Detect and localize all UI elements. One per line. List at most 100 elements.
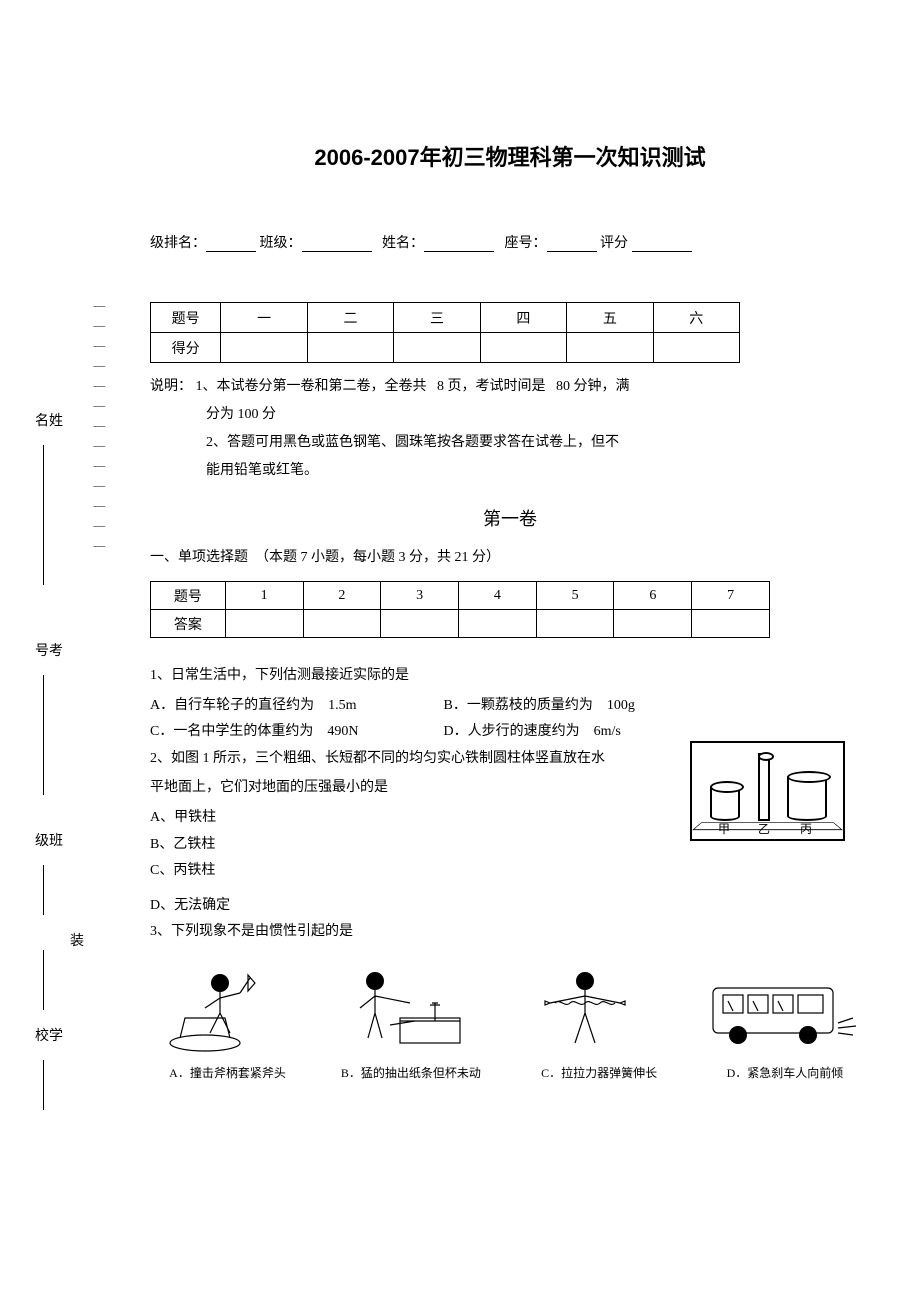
answer-cell[interactable] xyxy=(614,610,692,638)
margin-school-label: 校学 xyxy=(35,1025,63,1045)
score-blank[interactable] xyxy=(632,236,692,252)
score-col: 五 xyxy=(567,303,653,333)
q3-image-d xyxy=(695,961,865,1056)
rank-blank[interactable] xyxy=(206,236,256,252)
q1-optB: B．一颗荔枝的质量约为 100g xyxy=(444,693,635,720)
score-col: 四 xyxy=(480,303,566,333)
q1-optD: D．人步行的速度约为 6m/s xyxy=(444,719,621,746)
instr-1a: 1、本试卷分第一卷和第二卷，全卷共 xyxy=(196,379,427,394)
table-row: 题号 1 2 3 4 5 6 7 xyxy=(151,582,770,610)
instr-2b: 能用铅笔或红笔。 xyxy=(150,457,870,485)
answer-cell[interactable] xyxy=(458,610,536,638)
answer-col: 3 xyxy=(381,582,459,610)
q3-capB: B．猛的抽出纸条但杯未动 xyxy=(328,1064,493,1081)
q3-image-b xyxy=(335,961,475,1056)
answer-col: 6 xyxy=(614,582,692,610)
seat-blank[interactable] xyxy=(547,236,597,252)
answer-row-label: 答案 xyxy=(151,610,226,638)
score-cell[interactable] xyxy=(221,333,307,363)
cyl-label-a: 甲 xyxy=(718,820,730,837)
instr-1d: 分为 100 分 xyxy=(150,401,870,429)
score-col: 六 xyxy=(653,303,739,333)
cylinder-a-icon xyxy=(710,783,740,821)
dash-marks: ｜｜｜｜｜｜｜｜｜｜｜｜｜ xyxy=(90,300,107,560)
margin-binding-label: 装 xyxy=(70,930,84,950)
section1-title: 一、单项选择题 （本题 7 小题，每小题 3 分，共 21 分） xyxy=(150,546,870,566)
score-cell[interactable] xyxy=(567,333,653,363)
spring-sketch-icon xyxy=(520,963,650,1053)
q3-capD: D．紧急刹车人向前倾 xyxy=(705,1064,865,1081)
margin-line-3 xyxy=(43,865,44,915)
answer-cell[interactable] xyxy=(303,610,381,638)
paper-cup-sketch-icon xyxy=(340,963,470,1053)
instr-prefix: 说明： xyxy=(150,379,192,394)
cyl-label-b: 乙 xyxy=(758,820,770,837)
table-row: 题号 一 二 三 四 五 六 xyxy=(151,303,740,333)
q2-optD: D、无法确定 xyxy=(150,893,870,920)
class-blank[interactable] xyxy=(302,236,372,252)
table-row: 得分 xyxy=(151,333,740,363)
score-cell[interactable] xyxy=(480,333,566,363)
score-cell[interactable] xyxy=(653,333,739,363)
q1-optC: C．一名中学生的体重约为 490N xyxy=(150,719,440,746)
answer-col: 1 xyxy=(225,582,303,610)
volume-title: 第一卷 xyxy=(150,505,870,531)
main-content: 2006-2007年初三物理科第一次知识测试 级排名： 班级： 姓名： 座号： … xyxy=(150,140,870,1081)
q3-images-row xyxy=(150,961,870,1056)
margin-name-label: 名姓 xyxy=(35,410,63,430)
exam-title: 2006-2007年初三物理科第一次知识测试 xyxy=(150,140,870,172)
cylinder-c-icon xyxy=(787,773,827,821)
q2-figure: 甲 乙 丙 xyxy=(690,741,845,841)
score-cell[interactable] xyxy=(307,333,393,363)
q3-captions-row: A．撞击斧柄套紧斧头 B．猛的抽出纸条但杯未动 C．拉拉力器弹簧伸长 D．紧急刹… xyxy=(150,1064,870,1081)
q3-capC: C．拉拉力器弹簧伸长 xyxy=(522,1064,677,1081)
score-cell[interactable] xyxy=(394,333,480,363)
margin-line-5 xyxy=(43,1060,44,1110)
rank-label: 级排名： xyxy=(150,236,206,251)
instr-1b: 8 页，考试时间是 xyxy=(437,379,546,394)
margin-line-4 xyxy=(43,950,44,1010)
q3-image-a xyxy=(155,961,295,1056)
cylinder-b-icon xyxy=(758,753,770,821)
score-col: 二 xyxy=(307,303,393,333)
answer-cell[interactable] xyxy=(381,610,459,638)
q1-optA: A．自行车轮子的直径约为 1.5m xyxy=(150,693,440,720)
seat-label: 座号： xyxy=(505,236,547,251)
binding-margin: ｜｜｜｜｜｜｜｜｜｜｜｜｜ 名姓 号考 级班 装 校学 xyxy=(35,150,95,1150)
q2-container: 2、如图 1 所示，三个粗细、长短都不同的均匀实心铁制圆柱体竖直放在水 平地面上… xyxy=(150,746,870,920)
answer-cell[interactable] xyxy=(692,610,770,638)
table-row: 答案 xyxy=(151,610,770,638)
axe-sketch-icon xyxy=(160,963,290,1053)
answer-cell[interactable] xyxy=(536,610,614,638)
q2-optC: C、丙铁柱 xyxy=(150,858,870,885)
instr-2a: 2、答题可用黑色或蓝色钢笔、圆珠笔按各题要求答在试卷上，但不 xyxy=(150,429,870,457)
answer-col: 4 xyxy=(458,582,536,610)
instr-1c: 80 分钟，满 xyxy=(556,379,630,394)
answer-col: 7 xyxy=(692,582,770,610)
score-label: 评分 xyxy=(600,236,628,251)
score-col: 一 xyxy=(221,303,307,333)
bus-sketch-icon xyxy=(698,963,863,1053)
answer-cell[interactable] xyxy=(225,610,303,638)
score-header-label: 题号 xyxy=(151,303,221,333)
margin-line-2 xyxy=(43,675,44,795)
q1-options-row1: A．自行车轮子的直径约为 1.5m B．一颗荔枝的质量约为 100g xyxy=(150,693,870,720)
class-label: 班级： xyxy=(260,236,302,251)
q3-stem: 3、下列现象不是由惯性引起的是 xyxy=(150,919,870,946)
answer-col: 5 xyxy=(536,582,614,610)
margin-line-1 xyxy=(43,445,44,585)
answer-header-label: 题号 xyxy=(151,582,226,610)
cyl-label-c: 丙 xyxy=(800,820,812,837)
answer-col: 2 xyxy=(303,582,381,610)
score-col: 三 xyxy=(394,303,480,333)
q1-stem: 1、日常生活中，下列估测最接近实际的是 xyxy=(150,663,870,690)
score-table: 题号 一 二 三 四 五 六 得分 xyxy=(150,302,740,363)
name-label: 姓名： xyxy=(382,236,424,251)
q3-capA: A．撞击斧柄套紧斧头 xyxy=(155,1064,300,1081)
answer-table: 题号 1 2 3 4 5 6 7 答案 xyxy=(150,581,770,638)
q3-image-c xyxy=(515,961,655,1056)
student-info-line: 级排名： 班级： 姓名： 座号： 评分 xyxy=(150,232,870,252)
margin-examno-label: 号考 xyxy=(35,640,63,660)
name-blank[interactable] xyxy=(424,236,494,252)
margin-class-label: 级班 xyxy=(35,830,63,850)
